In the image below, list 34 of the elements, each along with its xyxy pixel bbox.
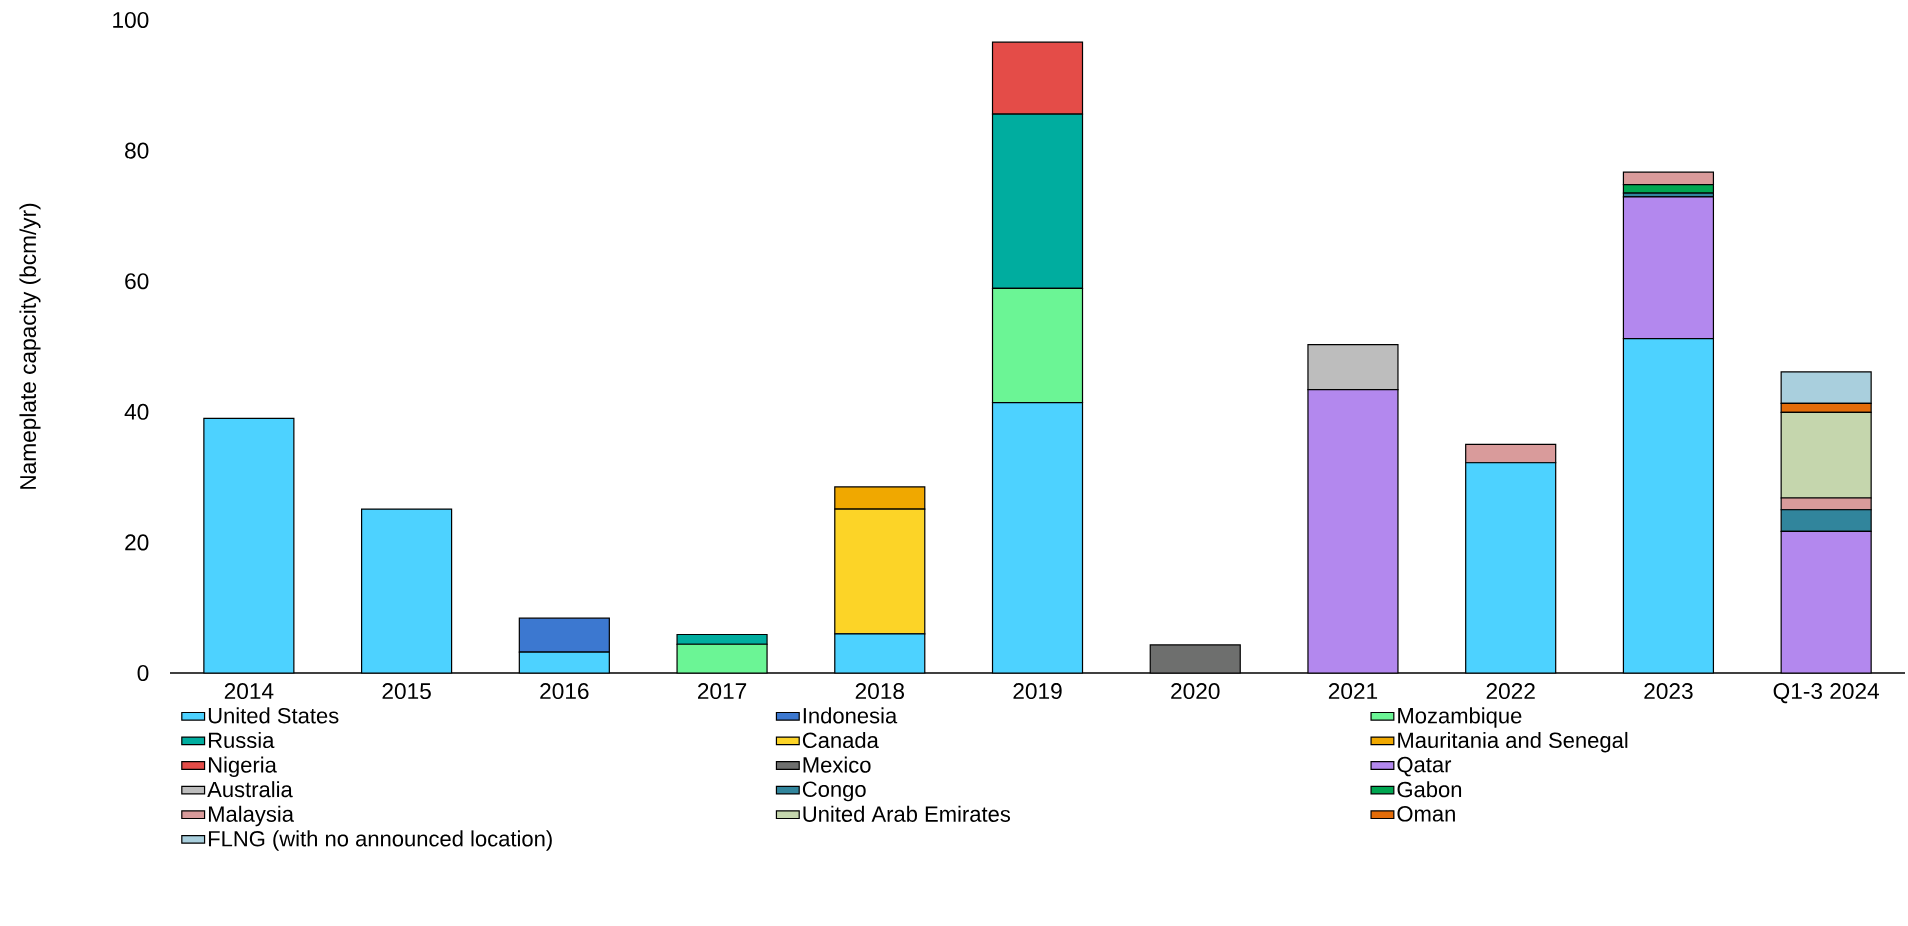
legend-label: United Arab Emirates <box>803 805 1011 822</box>
y-tick-label: 0 <box>137 664 149 682</box>
x-tick-label: Q1-3 2024 <box>1773 683 1880 704</box>
legend-label: Mexico <box>803 756 871 773</box>
x-tick-label: 2021 <box>1328 683 1378 700</box>
legend-label: Oman <box>1397 806 1455 822</box>
legend-label: Gabon <box>1397 781 1462 798</box>
y-tick-label: 60 <box>125 273 149 290</box>
legend-label: Indonesia <box>803 707 898 724</box>
legend-label: United States <box>208 707 339 724</box>
legend-label: Mauritania and Senegal <box>1398 731 1628 753</box>
x-tick-label: 2023 <box>1644 683 1693 700</box>
y-tick-label: 40 <box>124 403 149 420</box>
legend-label: Qatar <box>1397 756 1452 777</box>
legend-label: Nigeria <box>208 756 277 778</box>
legend-label: Russia <box>208 731 275 749</box>
legend-label: Canada <box>802 731 879 749</box>
legend-label: Mozambique <box>1398 707 1522 728</box>
legend-label: Australia <box>207 781 293 798</box>
x-tick-label: 2014 <box>224 683 274 700</box>
x-tick-label: 2019 <box>1013 683 1062 700</box>
x-tick-label: 2020 <box>1171 683 1220 700</box>
y-axis-title: Nameplate capacity (bcm/yr) <box>19 203 41 489</box>
x-tick-label: 2022 <box>1486 683 1535 700</box>
legend-label: Congo <box>802 781 866 802</box>
y-tick-label: 20 <box>125 534 149 551</box>
legend-label: Malaysia <box>208 805 294 827</box>
legend-label: FLNG (with no announced location) <box>208 830 552 851</box>
y-tick-label: 100 <box>113 11 149 29</box>
x-tick-label: 2016 <box>540 683 589 700</box>
x-tick-label: 2015 <box>382 683 431 700</box>
x-tick-label: 2018 <box>855 683 905 700</box>
y-tick-label: 80 <box>125 142 149 159</box>
x-tick-label: 2017 <box>697 683 747 700</box>
